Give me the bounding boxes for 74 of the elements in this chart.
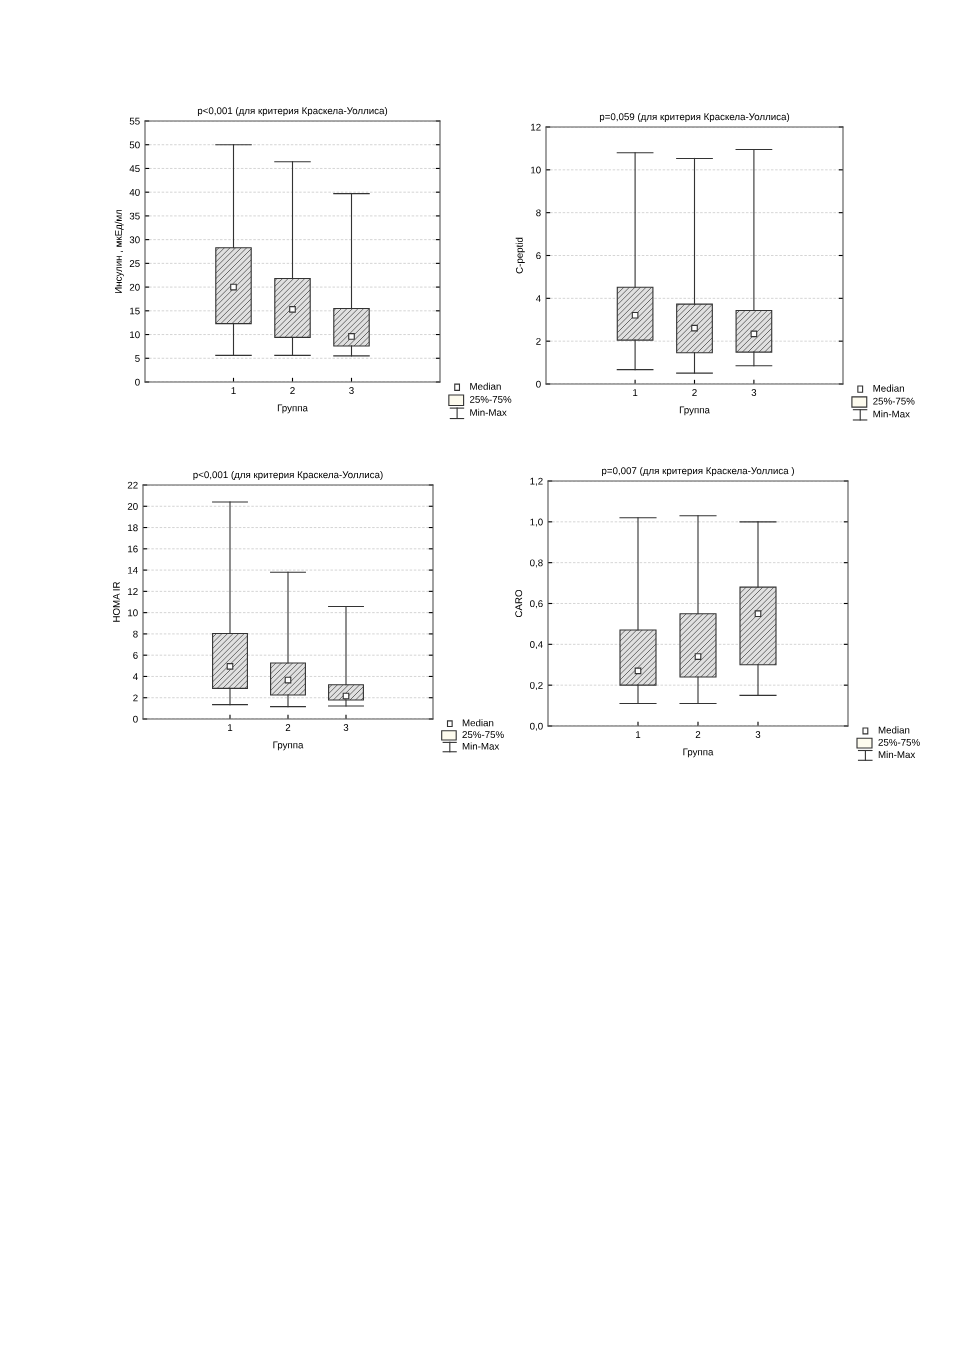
- y-tick-label: 25: [129, 260, 140, 267]
- x-tick-label: 2: [290, 387, 295, 394]
- y-tick-label: 55: [129, 117, 140, 125]
- y-tick-label: 0: [536, 380, 541, 388]
- y-axis-title: HOMA IR: [112, 581, 120, 622]
- y-tick-label: 1,2: [530, 477, 543, 486]
- text: Min-Max: [462, 742, 500, 750]
- y-tick-label: 40: [129, 188, 140, 196]
- y-tick-label: 0,0: [530, 722, 543, 731]
- y-tick-label: 4: [535, 295, 541, 302]
- text: 25%-75%: [469, 396, 512, 403]
- y-tick-label: 8: [133, 630, 138, 638]
- y-tick-label: 16: [128, 545, 138, 553]
- text: Median: [462, 719, 494, 727]
- chart-title: p=0,007 (для критерия Краскела-Уоллиса ): [602, 467, 794, 477]
- x-tick-label: 2: [695, 731, 701, 738]
- x-tick-label: 2: [692, 389, 697, 396]
- y-tick-label: 14: [128, 566, 138, 574]
- y-tick-label: 1,0: [530, 518, 543, 527]
- text: Min-Max: [878, 750, 916, 759]
- y-tick-label: 5: [135, 355, 140, 362]
- text: Min-Max: [873, 410, 910, 418]
- y-tick-label: 2: [133, 694, 138, 702]
- text: Median: [878, 726, 910, 734]
- text: 25%-75%: [878, 738, 920, 746]
- x-tick-label: 3: [755, 731, 761, 738]
- y-tick-label: 20: [129, 283, 140, 291]
- y-tick-label: 20: [127, 503, 138, 510]
- y-tick-label: 0: [133, 715, 138, 723]
- text: Median: [873, 384, 904, 392]
- chart-title: p<0,001 (для критерия Краскела-Уоллиса): [197, 107, 388, 117]
- chart-title: p<0,001 (для критерия Краскела-Уоллиса): [193, 471, 383, 481]
- y-axis-title: Инсулин , мкЕд/мл: [114, 209, 124, 293]
- x-axis-title: Группа: [273, 741, 304, 751]
- y-tick-label: 6: [133, 651, 138, 659]
- text: 25%-75%: [873, 397, 915, 405]
- text: 25%-75%: [462, 731, 504, 738]
- x-tick-label: 3: [751, 389, 757, 396]
- y-tick-label: 6: [536, 252, 541, 260]
- y-tick-label: 15: [130, 307, 140, 315]
- y-tick-label: 12: [531, 123, 541, 131]
- text: Min-Max: [470, 408, 507, 416]
- x-axis-title: Группа: [679, 406, 710, 416]
- x-tick-label: 1: [228, 724, 233, 731]
- y-tick-label: 0: [135, 378, 140, 386]
- chart-title: p=0,059 (для критерия Краскела-Уоллиса): [599, 113, 790, 123]
- y-tick-label: 8: [536, 209, 541, 217]
- text: Median: [470, 382, 501, 390]
- x-tick-label: 1: [231, 387, 236, 394]
- y-tick-label: 45: [129, 165, 140, 173]
- y-tick-label: 2: [536, 337, 541, 345]
- y-tick-label: 10: [128, 609, 138, 617]
- y-axis-title: C-peptid: [515, 237, 525, 274]
- x-axis-title: Группа: [277, 404, 308, 414]
- y-tick-label: 35: [129, 212, 140, 220]
- x-tick-label: 1: [633, 389, 638, 396]
- x-tick-label: 3: [349, 387, 354, 394]
- y-tick-label: 10: [130, 331, 140, 339]
- y-tick-label: 30: [129, 236, 140, 244]
- y-tick-label: 0,2: [530, 681, 543, 690]
- y-tick-label: 22: [127, 481, 138, 489]
- y-tick-label: 4: [132, 673, 138, 680]
- x-axis-title: Группа: [683, 748, 714, 758]
- x-tick-label: 1: [636, 731, 641, 738]
- y-axis-title: CARO: [515, 589, 523, 618]
- x-tick-label: 2: [285, 724, 291, 731]
- x-tick-label: 3: [343, 724, 349, 731]
- y-tick-label: 18: [128, 524, 138, 532]
- y-tick-label: 0,4: [530, 641, 543, 650]
- y-tick-label: 10: [531, 166, 541, 174]
- y-tick-label: 50: [129, 141, 140, 149]
- y-tick-label: 0,6: [530, 600, 543, 609]
- y-tick-label: 0,8: [530, 559, 543, 568]
- y-tick-label: 12: [128, 588, 138, 595]
